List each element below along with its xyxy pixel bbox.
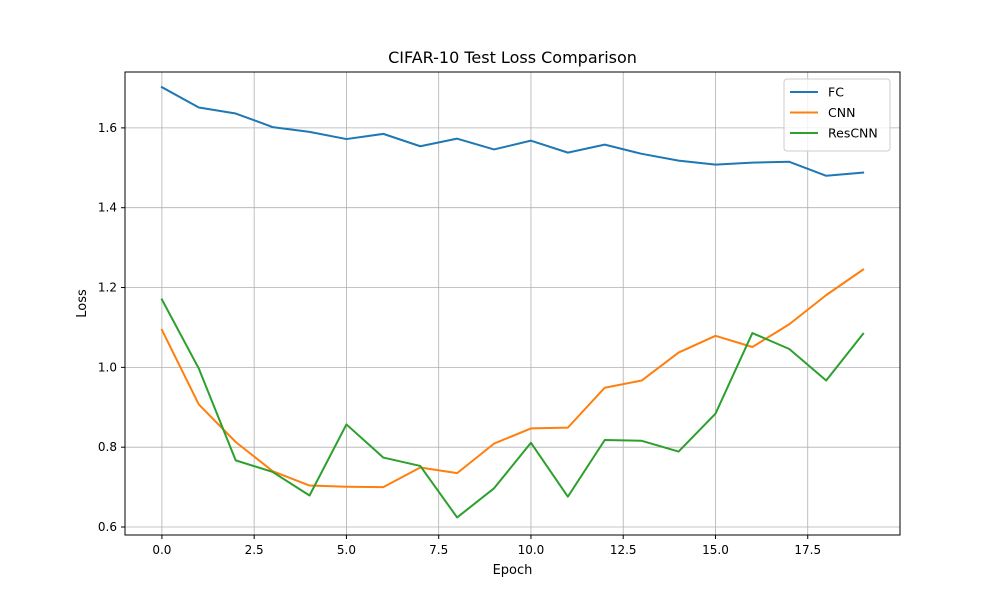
y-axis: 0.6 0.8 1.0 1.2 1.4 1.6 [98, 121, 125, 534]
x-tick-label: 7.5 [429, 543, 448, 557]
series-line-fc [160, 85, 865, 177]
series-line-rescnn [160, 298, 865, 519]
x-tick-label: 15.0 [702, 543, 729, 557]
legend-label-fc: FC [828, 85, 844, 100]
legend: FC CNN ResCNN [783, 78, 891, 152]
x-tick-label: 17.5 [794, 543, 821, 557]
x-tick-label: 5.0 [337, 543, 356, 557]
plot-area-frame [124, 71, 901, 536]
x-tick-label: 12.5 [610, 543, 637, 557]
x-tick-label: 0.0 [152, 543, 171, 557]
y-tick-label: 0.6 [98, 520, 117, 534]
x-tick-label: 10.0 [518, 543, 545, 557]
x-tick-label: 2.5 [245, 543, 264, 557]
y-axis-label: Loss [75, 289, 90, 318]
x-axis: 0.0 2.5 5.0 7.5 10.0 12.5 15.0 17.5 [152, 535, 821, 557]
legend-label-cnn: CNN [828, 105, 855, 120]
series-lines [160, 85, 865, 519]
y-tick-label: 1.4 [98, 201, 117, 215]
y-tick-label: 1.0 [98, 360, 117, 374]
y-tick-label: 0.8 [98, 440, 117, 454]
y-tick-label: 1.6 [98, 121, 117, 135]
y-tick-label: 1.2 [98, 281, 117, 295]
legend-label-rescnn: ResCNN [828, 126, 878, 141]
x-axis-label: Epoch [493, 563, 533, 578]
chart-title: CIFAR-10 Test Loss Comparison [388, 48, 637, 67]
